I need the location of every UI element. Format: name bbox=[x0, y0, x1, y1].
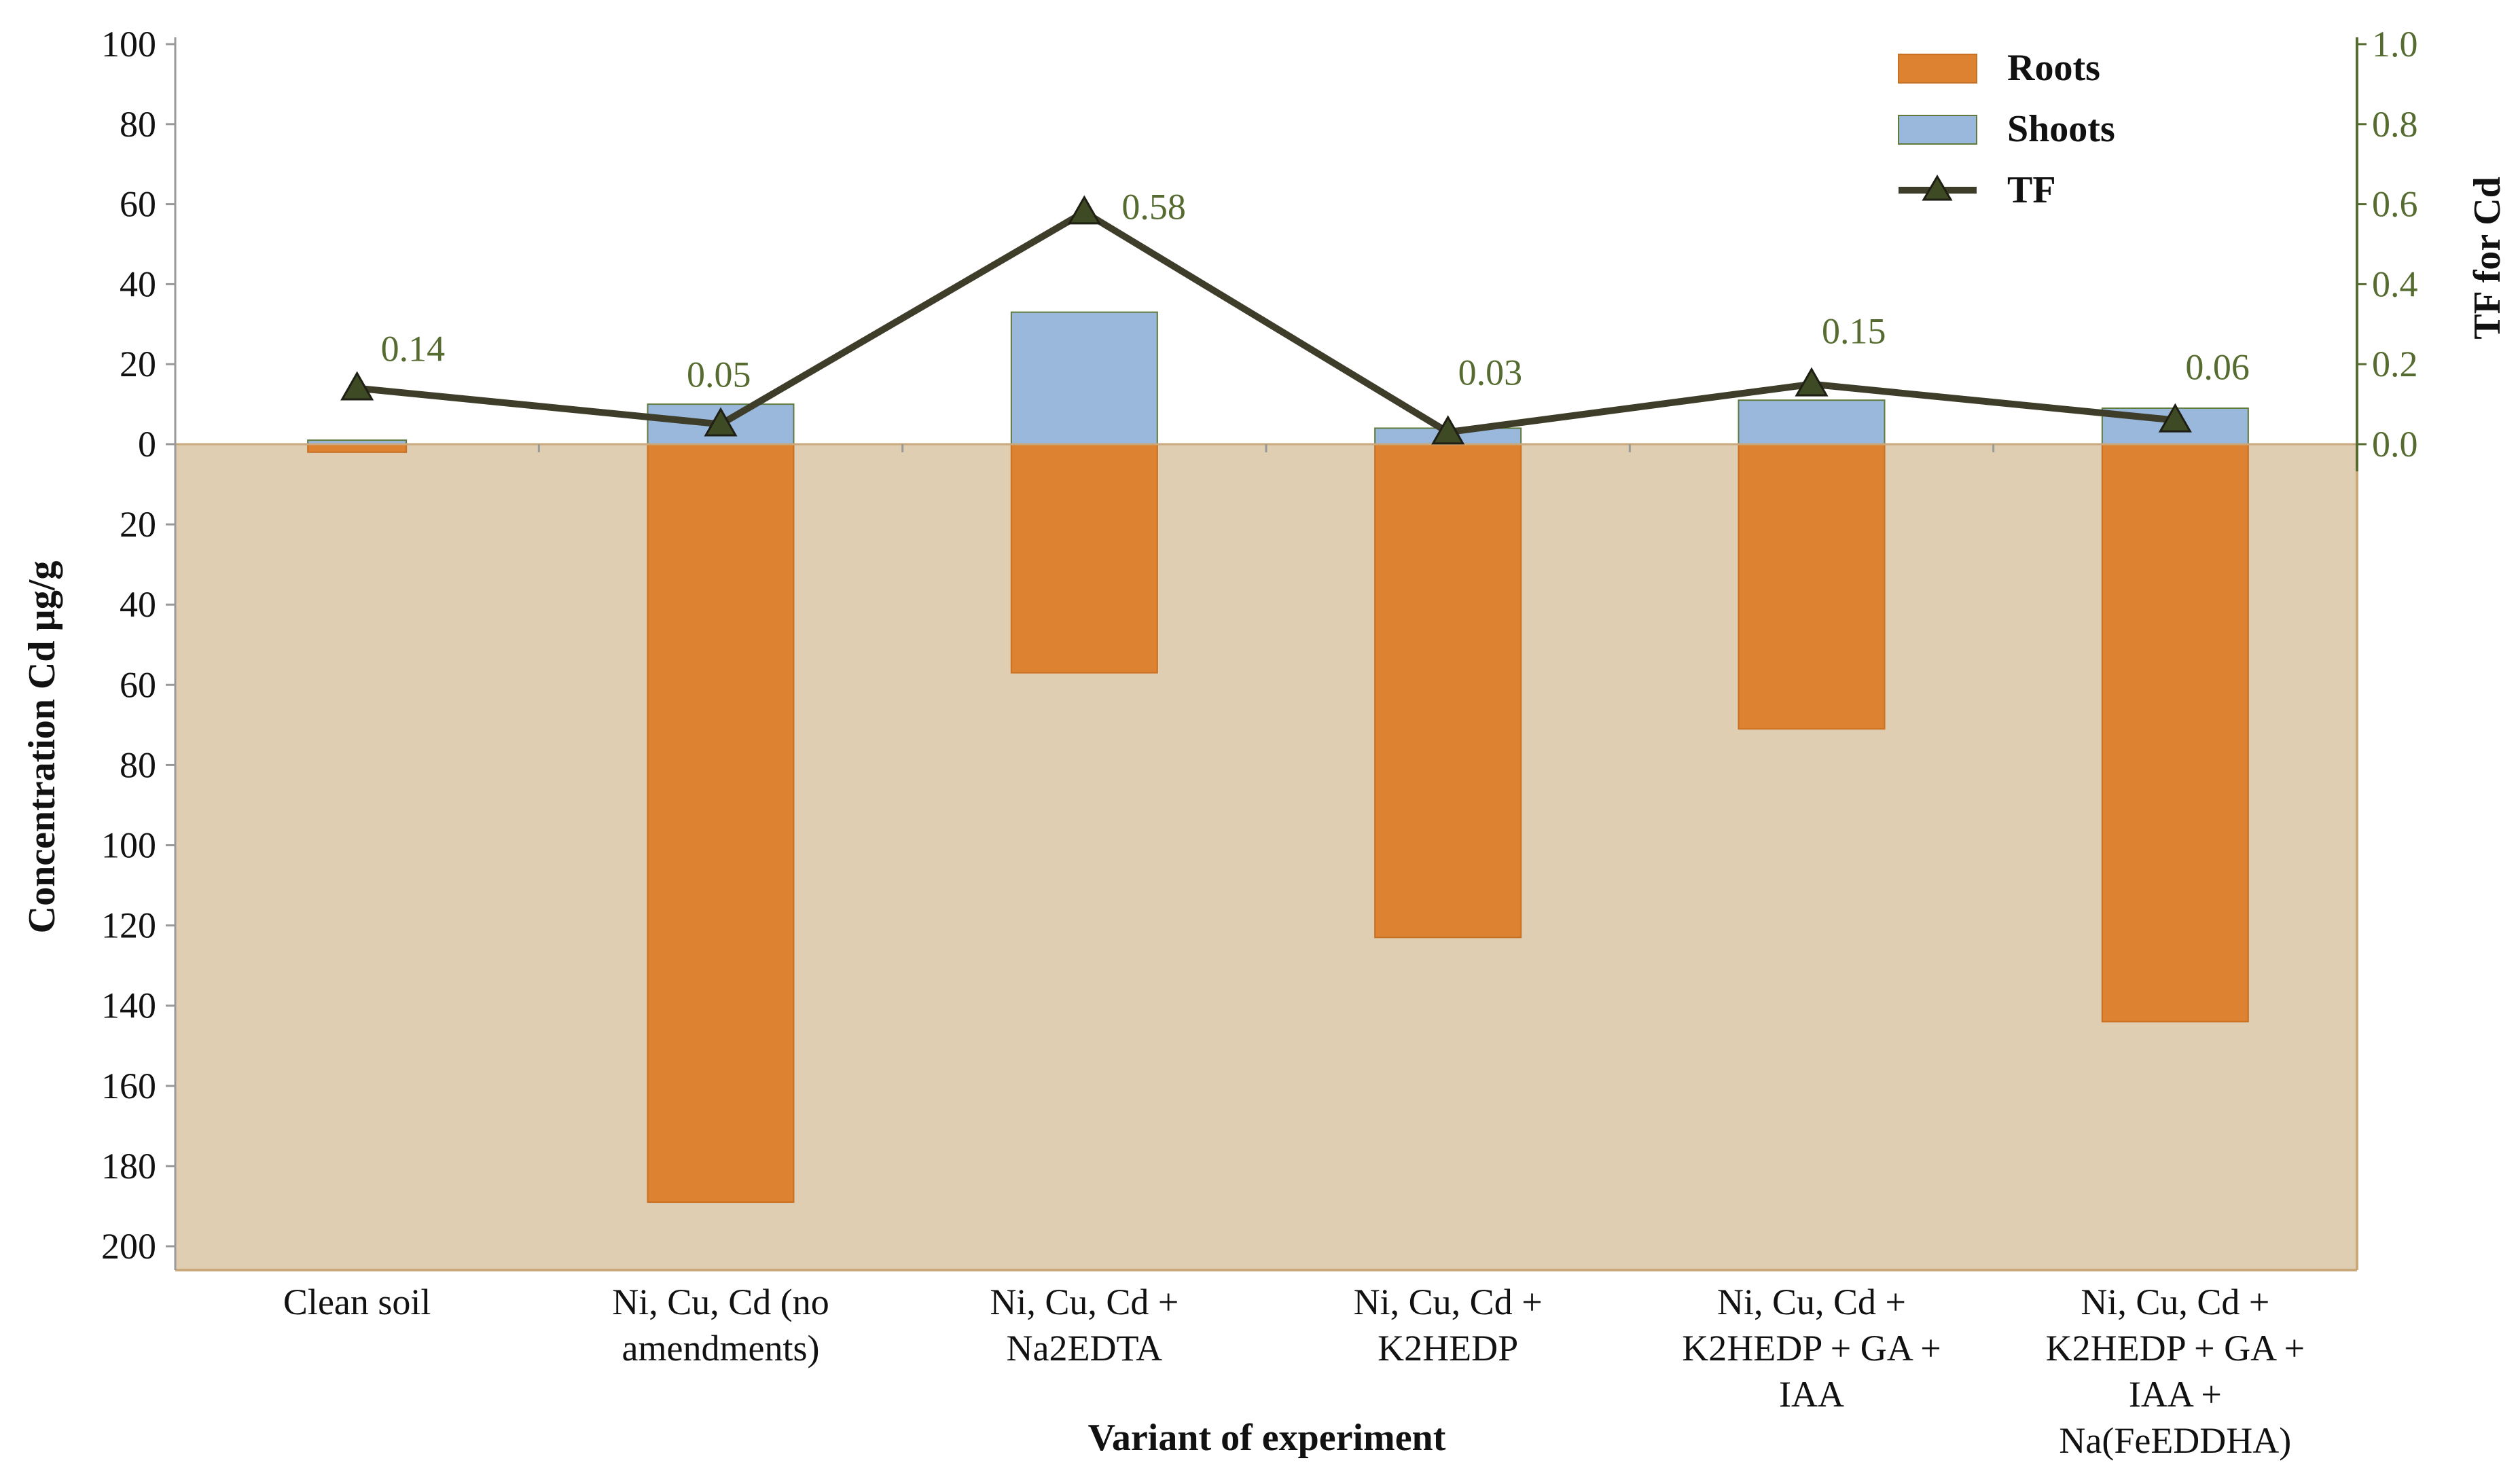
y-tick-label: 60 bbox=[120, 184, 156, 225]
y-tick-label: 20 bbox=[120, 344, 156, 384]
x-tick-label: Ni, Cu, Cd + bbox=[1717, 1282, 1906, 1322]
x-tick-label: IAA + bbox=[2129, 1374, 2222, 1415]
legend-marker-tf bbox=[1922, 175, 1953, 201]
x-tick-label: Ni, Cu, Cd + bbox=[2081, 1282, 2269, 1322]
y2-tick-label: 1.0 bbox=[2372, 24, 2418, 65]
bar-roots bbox=[2101, 444, 2249, 1023]
x-tick-label: K2HEDP bbox=[1378, 1328, 1518, 1369]
x-tick-label: Ni, Cu, Cd + bbox=[1354, 1282, 1543, 1322]
bar-shoots bbox=[1010, 311, 1158, 445]
x-tick-label: amendments) bbox=[622, 1328, 820, 1369]
y-tick-label: 0 bbox=[138, 424, 156, 465]
below-zero-area bbox=[175, 444, 2357, 1270]
bar-roots bbox=[307, 444, 408, 453]
tf-data-label: 0.14 bbox=[381, 329, 446, 369]
y-tick-label: 100 bbox=[101, 24, 156, 65]
bar-roots bbox=[1010, 444, 1158, 674]
y2-axis-title: TF for Cd bbox=[2466, 177, 2508, 340]
bar-roots bbox=[647, 444, 795, 1204]
y-tick-label: 60 bbox=[120, 664, 156, 705]
tf-data-label: 0.15 bbox=[1822, 311, 1886, 352]
y2-tick-label: 0.2 bbox=[2372, 344, 2418, 384]
y-tick-label: 180 bbox=[101, 1146, 156, 1187]
legend-label-shoots: Shoots bbox=[2007, 108, 2115, 150]
y-tick-label: 160 bbox=[101, 1066, 156, 1106]
legend-label-roots: Roots bbox=[2007, 47, 2100, 89]
y-tick-label: 40 bbox=[120, 584, 156, 625]
bar-shoots bbox=[1738, 399, 1886, 446]
y-tick-label: 120 bbox=[101, 905, 156, 946]
x-axis-title: Variant of experiment bbox=[1088, 1417, 1446, 1459]
tf-data-label: 0.05 bbox=[687, 355, 751, 395]
tf-marker bbox=[1431, 415, 1465, 445]
x-tick-label: Clean soil bbox=[283, 1282, 431, 1322]
tf-marker bbox=[704, 407, 738, 437]
y-tick-label: 140 bbox=[101, 985, 156, 1026]
tf-data-label: 0.03 bbox=[1458, 352, 1523, 393]
x-tick-label: Ni, Cu, Cd + bbox=[990, 1282, 1179, 1322]
y-tick-label: 100 bbox=[101, 825, 156, 866]
y2-tick-label: 0.6 bbox=[2372, 184, 2418, 225]
legend-swatch-shoots bbox=[1898, 115, 1977, 145]
y2-tick-label: 0.0 bbox=[2372, 424, 2418, 465]
tf-line bbox=[357, 209, 2176, 436]
tf-data-label: 0.58 bbox=[1121, 186, 1186, 227]
y-tick-label: 80 bbox=[120, 104, 156, 145]
y-tick-label: 200 bbox=[101, 1226, 156, 1267]
x-tick-label: K2HEDP + GA + bbox=[2046, 1328, 2305, 1369]
y2-tick-label: 0.4 bbox=[2372, 264, 2418, 304]
y-axis-title: Concentration Cd µg/g bbox=[21, 561, 63, 934]
y2-tick-label: 0.8 bbox=[2372, 104, 2418, 145]
x-tick-label: IAA bbox=[1779, 1374, 1844, 1415]
x-tick-label: Na(FeEDDHA) bbox=[2059, 1420, 2291, 1461]
x-tick-label: Na2EDTA bbox=[1007, 1328, 1163, 1369]
y-tick-label: 80 bbox=[120, 744, 156, 785]
tf-marker bbox=[1795, 367, 1829, 397]
tf-marker bbox=[2158, 403, 2192, 433]
bar-roots bbox=[1738, 444, 1886, 730]
legend-swatch-roots bbox=[1898, 54, 1977, 84]
tf-marker bbox=[1067, 195, 1101, 225]
tf-marker bbox=[340, 371, 374, 401]
y-tick-label: 40 bbox=[120, 264, 156, 304]
legend-label-tf: TF bbox=[2007, 169, 2056, 211]
y-tick-label: 20 bbox=[120, 504, 156, 545]
x-tick-label: Ni, Cu, Cd (no bbox=[612, 1282, 829, 1322]
bar-roots bbox=[1374, 444, 1522, 939]
x-tick-label: K2HEDP + GA + bbox=[1682, 1328, 1941, 1369]
tf-data-label: 0.06 bbox=[2185, 347, 2250, 388]
